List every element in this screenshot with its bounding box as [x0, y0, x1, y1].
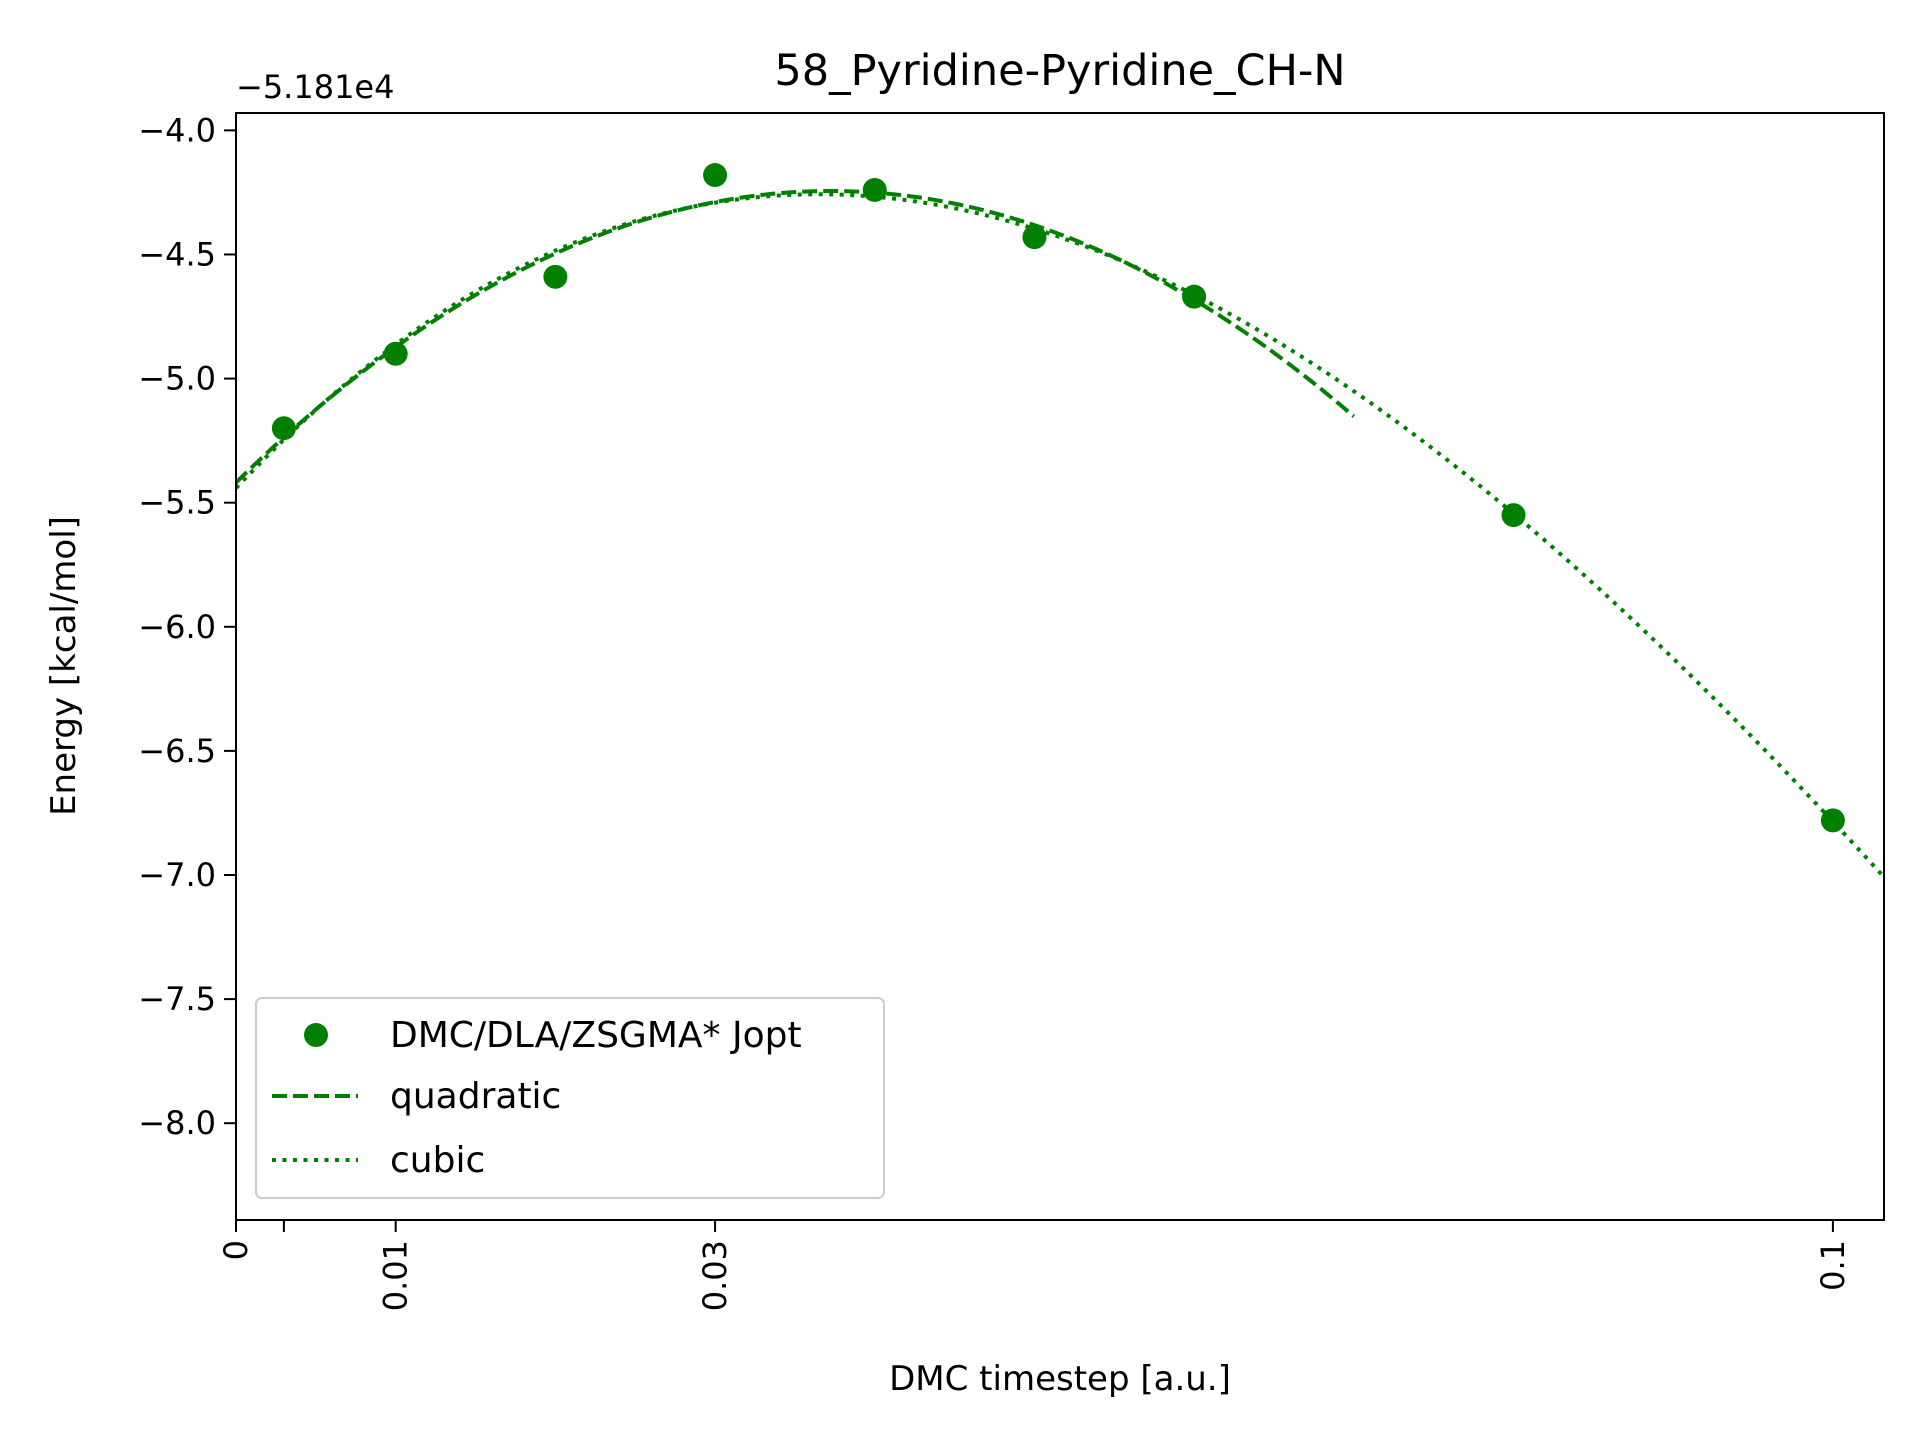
x-tick-label: 0.01 [377, 1240, 415, 1311]
x-tick-label: 0 [217, 1240, 255, 1260]
legend-label-quadratic: quadratic [390, 1076, 561, 1117]
data-point [1022, 225, 1047, 250]
y-tick-label: −6.5 [138, 732, 216, 770]
data-point [1182, 284, 1207, 309]
fit-line-quadratic [236, 188, 1356, 484]
y-tick-label: −4.5 [138, 235, 216, 273]
data-point [1501, 503, 1526, 528]
legend-box [255, 997, 885, 1199]
y-axis: −4.0 −4.5 −5.0 −5.5 −6.0 −6.5 −7.0 −7.5 −8.0 [138, 111, 236, 1142]
y-tick-label: −4.0 [138, 111, 216, 149]
axes-frame [235, 112, 1885, 1221]
chart-title: 58_Pyridine-Pyridine_CH-N [774, 46, 1345, 96]
y-tick-label: −5.0 [138, 360, 216, 398]
x-axis: 0 0.01 0.03 0.1 [217, 1220, 1852, 1311]
legend-marker-points [304, 1023, 328, 1047]
x-axis-label: DMC timestep [a.u.] [889, 1359, 1231, 1399]
y-tick-label: −8.0 [138, 1104, 216, 1142]
legend: DMC/DLA/ZSGMA* Jopt quadratic cubic [255, 997, 885, 1199]
y-tick-label: −7.0 [138, 856, 216, 894]
data-point [703, 163, 728, 188]
data-point [383, 341, 408, 366]
axis-offset-label: −5.181e4 [236, 68, 394, 106]
data-point [271, 416, 296, 441]
x-tick-label: 0.03 [696, 1240, 734, 1311]
data-point [543, 264, 568, 289]
x-tick-label: 0.1 [1814, 1240, 1852, 1291]
legend-label-points: DMC/DLA/ZSGMA* Jopt [390, 1015, 802, 1056]
y-tick-label: −6.0 [138, 608, 216, 646]
y-tick-label: −7.5 [138, 980, 216, 1018]
data-point [862, 177, 887, 202]
legend-label-cubic: cubic [390, 1140, 485, 1181]
y-tick-label: −5.5 [138, 484, 216, 522]
y-axis-label: Energy [kcal/mol] [44, 516, 84, 816]
plot-area [236, 163, 1884, 879]
data-point [1820, 808, 1845, 833]
